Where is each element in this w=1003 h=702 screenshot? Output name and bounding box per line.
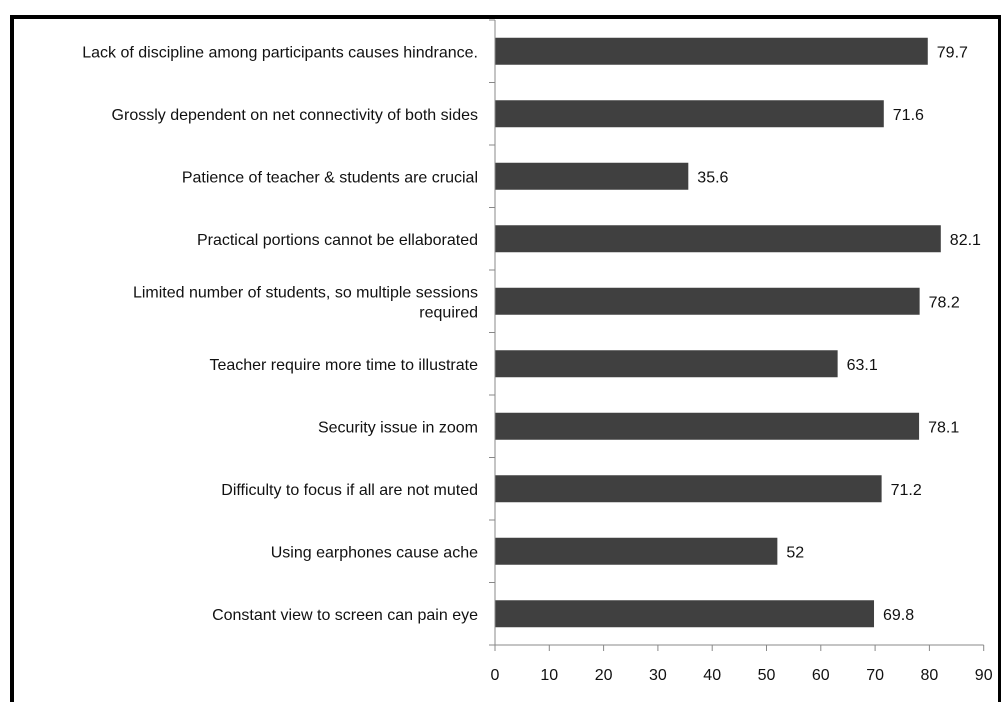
category-label: required xyxy=(419,304,478,321)
data-label: 78.1 xyxy=(928,419,959,436)
data-label: 71.2 xyxy=(891,482,922,499)
bar xyxy=(495,162,689,190)
x-tick-label: 10 xyxy=(540,667,558,684)
data-label: 79.7 xyxy=(937,44,968,61)
data-label: 82.1 xyxy=(950,232,981,249)
data-label: 69.8 xyxy=(883,607,914,624)
data-label: 63.1 xyxy=(847,357,878,374)
bar xyxy=(495,350,838,378)
category-label: Teacher require more time to illustrate xyxy=(209,357,478,374)
category-label: Security issue in zoom xyxy=(318,419,478,436)
bars-layer: 79.7 71.6 35.6 82.1 78.2 63.1 78.1 71.2 52 69.8 xyxy=(495,37,981,628)
category-label: Limited number of students, so multiple … xyxy=(133,284,478,301)
x-tick-label: 0 xyxy=(491,667,500,684)
bar xyxy=(495,475,882,503)
bar xyxy=(495,287,920,315)
bar xyxy=(495,225,941,253)
x-tick-label: 70 xyxy=(866,667,884,684)
x-tick-label: 60 xyxy=(812,667,830,684)
category-label: Grossly dependent on net connectivity of… xyxy=(112,107,478,124)
bar xyxy=(495,100,884,128)
category-label: Practical portions cannot be ellaborated xyxy=(197,232,478,249)
bar xyxy=(495,537,778,565)
bar xyxy=(495,412,920,440)
x-tick-label: 80 xyxy=(921,667,939,684)
category-label: Using earphones cause ache xyxy=(271,544,478,561)
category-label: Patience of teacher & students are cruci… xyxy=(182,169,478,186)
x-tick-label: 30 xyxy=(649,667,667,684)
category-label: Difficulty to focus if all are not muted xyxy=(221,482,478,499)
category-label: Constant view to screen can pain eye xyxy=(212,607,478,624)
bar xyxy=(495,37,928,65)
x-tick-label: 20 xyxy=(595,667,613,684)
category-label: Lack of discipline among participants ca… xyxy=(82,44,478,61)
category-labels-layer: Lack of discipline among participants ca… xyxy=(82,44,478,624)
data-label: 71.6 xyxy=(893,107,924,124)
x-tick-label: 40 xyxy=(703,667,721,684)
data-label: 78.2 xyxy=(929,294,960,311)
x-tick-label: 50 xyxy=(758,667,776,684)
x-tick-label: 90 xyxy=(975,667,993,684)
data-label: 52 xyxy=(786,544,804,561)
data-label: 35.6 xyxy=(697,169,728,186)
axis-layer: 0 10 20 30 40 50 60 70 80 90 xyxy=(489,19,993,684)
bar xyxy=(495,600,875,628)
